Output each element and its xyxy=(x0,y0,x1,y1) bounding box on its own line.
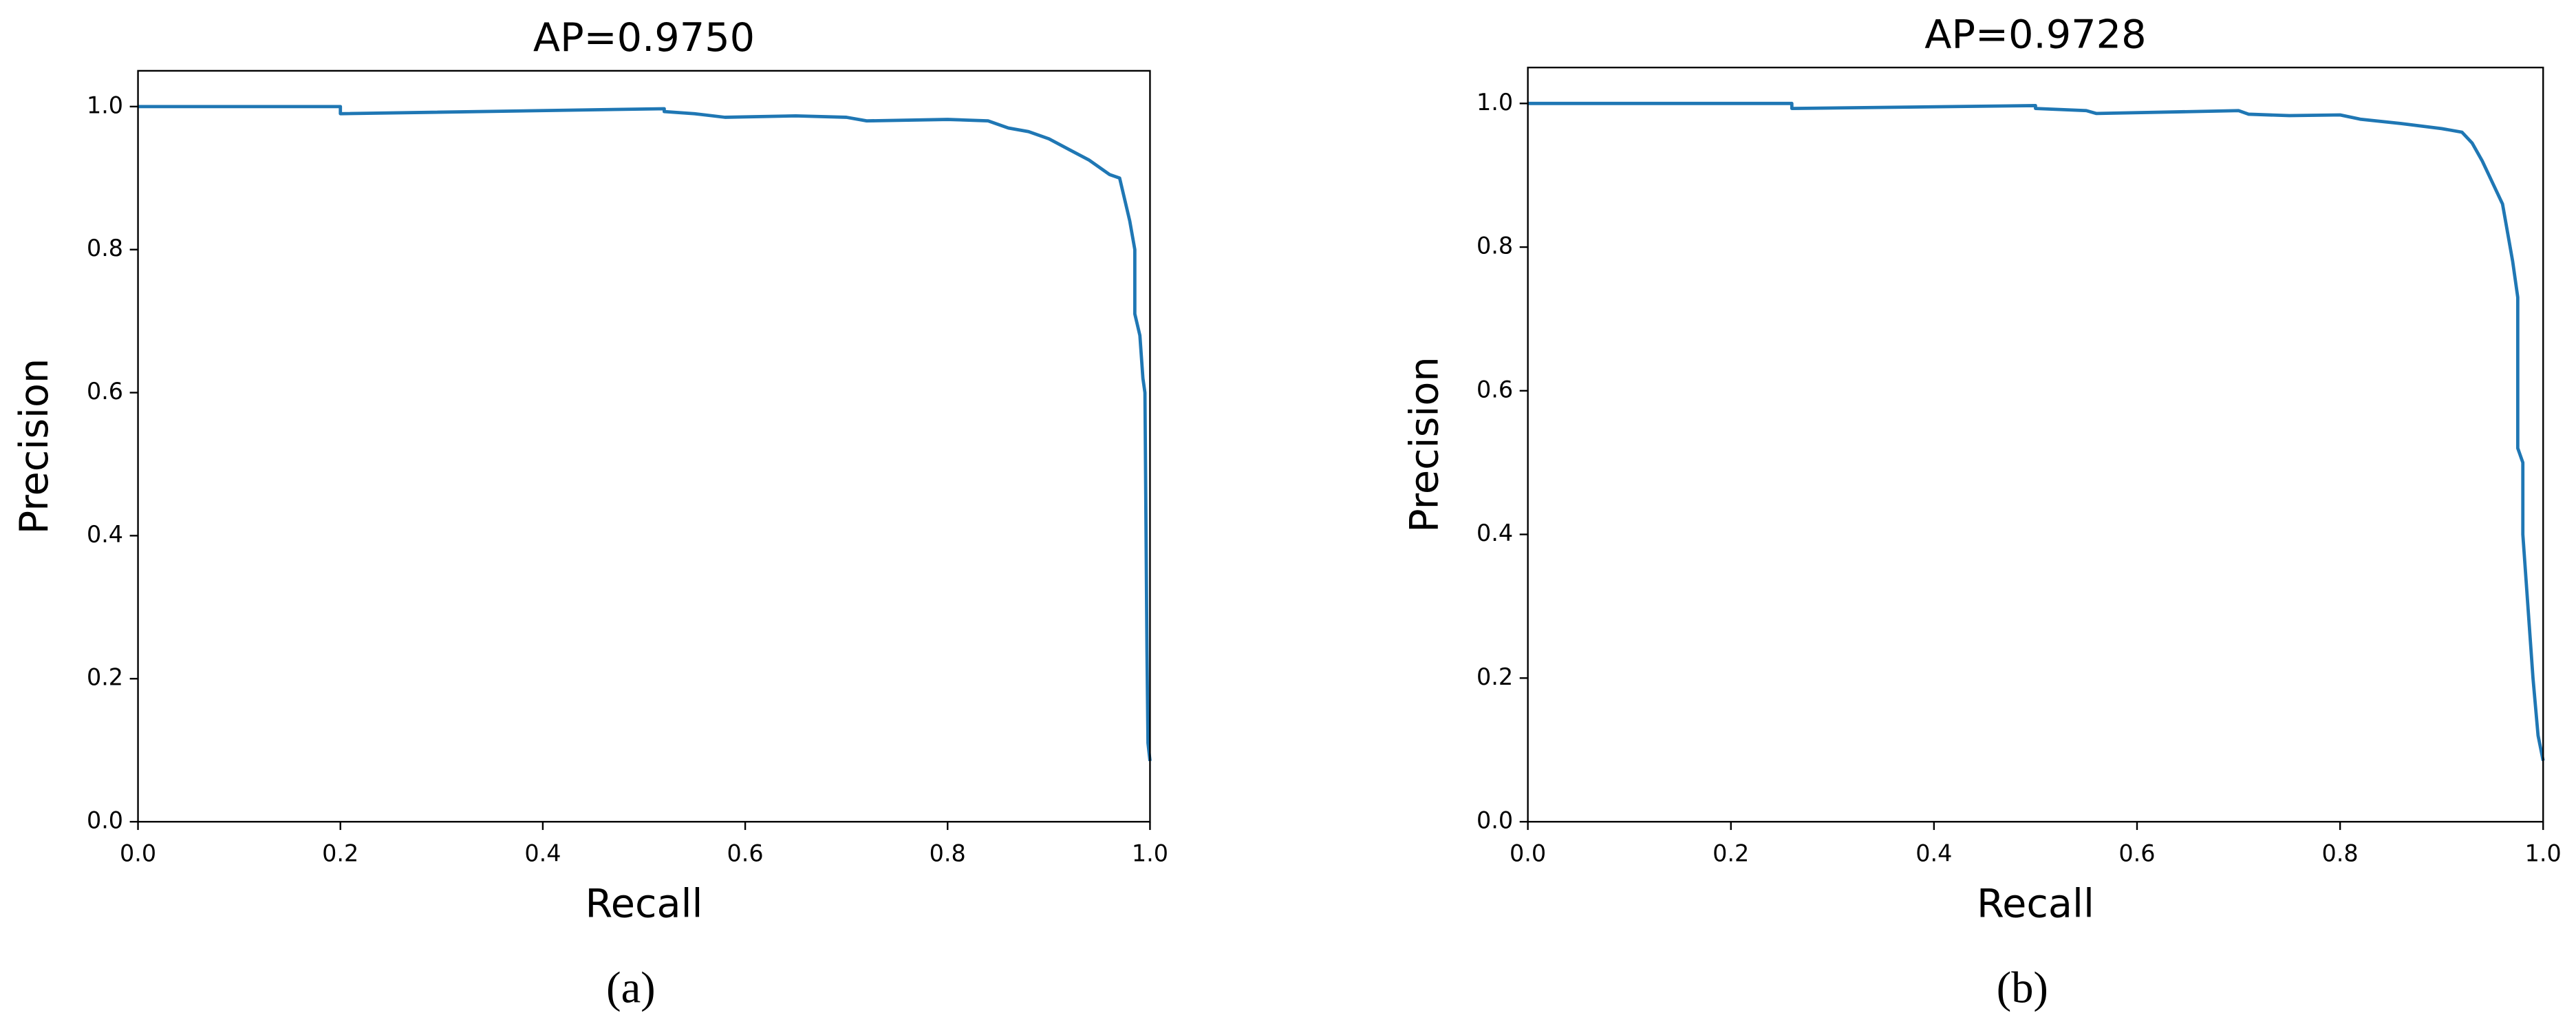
y-tick-label: 0.8 xyxy=(87,235,123,262)
pr-curve xyxy=(1527,101,2545,761)
plot-frame xyxy=(1527,66,2544,823)
y-axis-label: Precision xyxy=(1401,356,1447,533)
pr-curve xyxy=(138,105,1152,762)
y-axis-label: Precision xyxy=(11,359,57,535)
y-tick-label: 1.0 xyxy=(1477,89,1513,116)
y-tick-label: 1.0 xyxy=(87,92,123,118)
x-tick-label: 0.2 xyxy=(322,840,358,866)
y-tick-label: 0.2 xyxy=(87,664,123,691)
chart: 0.0 0.2 0.4 0.6 0.8 1.0 0.0 0.2 0.4 0.6 0.8 1.0 AP=0… xyxy=(11,14,1168,1012)
x-tick-label: 0.8 xyxy=(930,840,966,866)
y-tick-label: 0.6 xyxy=(87,378,123,405)
y-tick-label: 0.8 xyxy=(1477,233,1513,259)
panel-label: (a) xyxy=(606,963,656,1012)
x-axis-label: Recall xyxy=(586,881,703,927)
x-tick-label: 0.0 xyxy=(120,840,156,866)
x-tick-label: 0.8 xyxy=(2322,840,2359,866)
chart-title: AP=0.9728 xyxy=(1924,11,2146,57)
x-tick-label: 0.6 xyxy=(727,840,764,866)
y-tick-label: 0.0 xyxy=(87,807,123,834)
x-tick-label: 1.0 xyxy=(1132,840,1168,866)
x-tick-label: 0.4 xyxy=(1915,840,1952,866)
x-tick-label: 0.2 xyxy=(1713,840,1749,866)
y-tick-label: 0.0 xyxy=(1477,807,1513,834)
plot-frame xyxy=(137,70,1151,823)
y-tick-label: 0.6 xyxy=(1477,376,1513,403)
x-axis-label: Recall xyxy=(1977,881,2094,927)
x-tick-label: 0.0 xyxy=(1510,840,1546,866)
x-tick-label: 0.4 xyxy=(524,840,561,866)
x-tick-label: 0.6 xyxy=(2118,840,2155,866)
chart: 0.0 0.2 0.4 0.6 0.8 1.0 0.0 0.2 0.4 0.6 0.8 1.0 AP=0… xyxy=(1401,11,2562,1012)
y-tick-label: 0.4 xyxy=(1477,520,1513,546)
x-tick-label: 1.0 xyxy=(2525,840,2562,866)
y-tick-label: 0.2 xyxy=(1477,663,1513,690)
y-tick-label: 0.4 xyxy=(87,521,123,548)
panel-label: (b) xyxy=(1997,963,2048,1012)
chart-title: AP=0.9750 xyxy=(533,14,755,61)
